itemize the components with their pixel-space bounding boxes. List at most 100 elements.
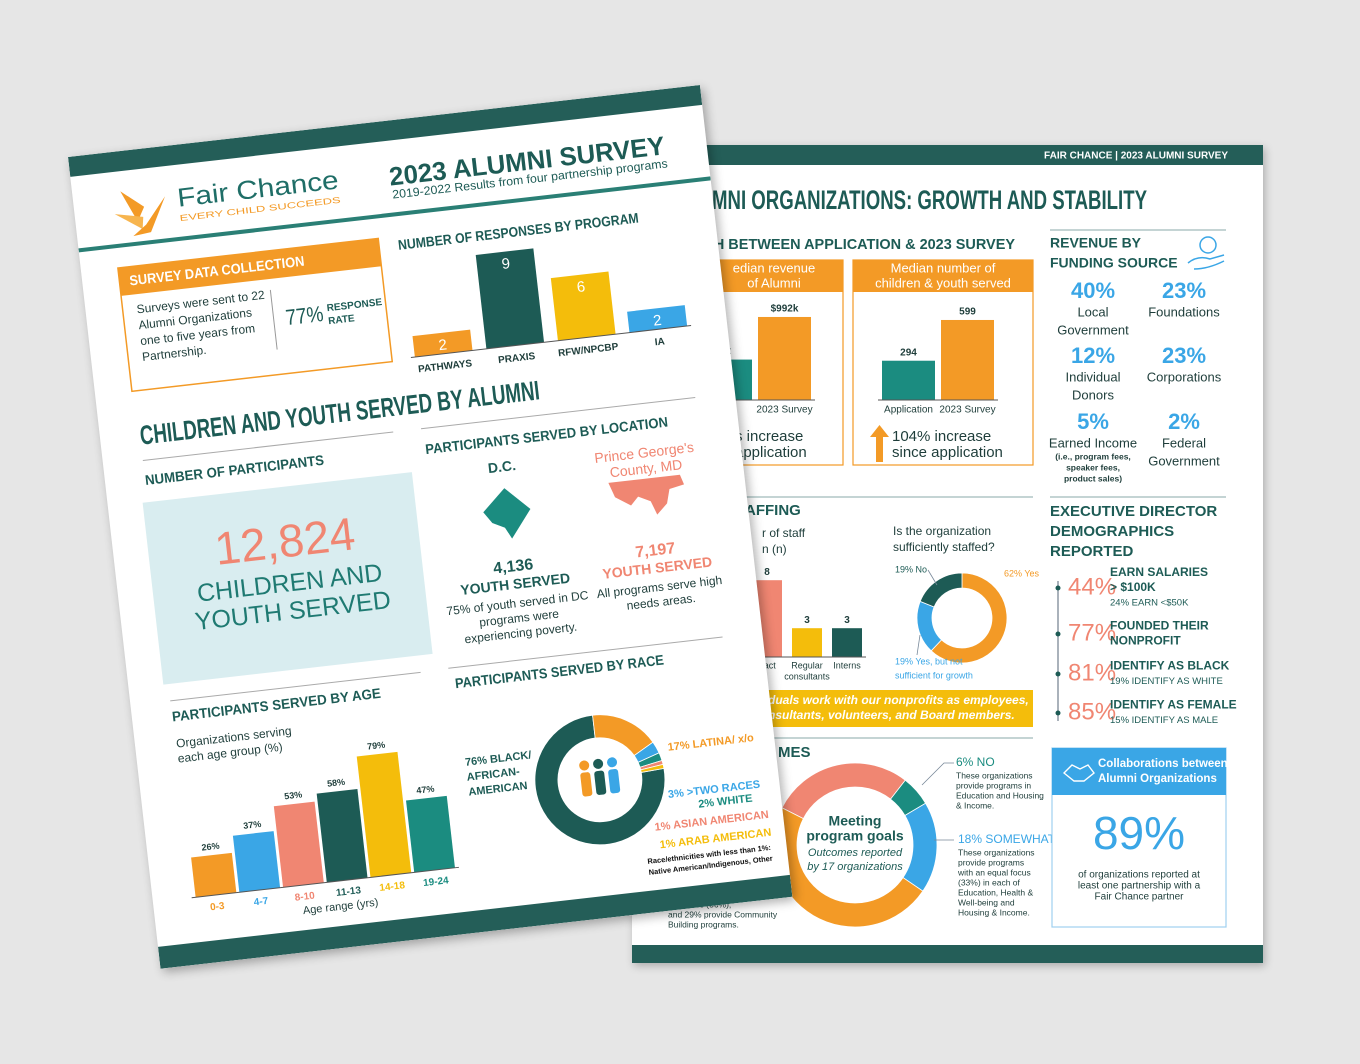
category-label: consultants xyxy=(784,671,830,681)
bar xyxy=(627,305,688,333)
bar xyxy=(356,751,412,878)
box-title: Median number of xyxy=(891,260,996,275)
category-label: IA xyxy=(654,336,665,348)
question: sufficiently staffed? xyxy=(893,540,995,554)
bar-value-label: 58% xyxy=(327,777,346,789)
bar-value-label: 294 xyxy=(900,347,917,358)
box-note: application xyxy=(735,444,807,461)
up-arrow xyxy=(870,425,889,462)
bar xyxy=(550,271,616,341)
donut-center-note: by 17 organizations xyxy=(807,861,903,873)
annotation-text: Well-being and xyxy=(958,897,1015,907)
money-icon xyxy=(1199,236,1217,254)
bar-value-label: 6 xyxy=(576,278,586,296)
chart-title: PARTICIPANTS SERVED BY RACE xyxy=(454,652,664,692)
header-line xyxy=(78,176,711,253)
donut-center: program goals xyxy=(806,828,903,844)
category-label: PRAXIS xyxy=(498,351,537,366)
bar-value-label: 79% xyxy=(367,740,386,752)
item-label: Federal xyxy=(1162,435,1206,450)
timeline-dot xyxy=(1055,631,1061,637)
timeline-dot xyxy=(1055,585,1061,591)
percent: 12% xyxy=(1071,343,1115,368)
annotation-text: (33%) in each of xyxy=(958,877,1021,887)
item-label: EARN SALARIES xyxy=(1110,565,1208,579)
box-note: since application xyxy=(892,444,1003,461)
bar xyxy=(316,788,368,883)
item-label: IDENTIFY AS BLACK xyxy=(1110,659,1230,673)
hand-icon xyxy=(1187,254,1225,270)
category-label: PATHWAYS xyxy=(418,358,473,375)
logo-leaf xyxy=(120,191,145,222)
person-body xyxy=(580,772,593,797)
banner-text: duals work with our nonprofits as employ… xyxy=(768,693,1029,707)
item-label: Foundations xyxy=(1148,304,1220,319)
percent: 5% xyxy=(1077,409,1109,434)
logo-leaf xyxy=(114,214,144,230)
item-label: > $100K xyxy=(1110,580,1156,594)
race-label: AFRICAN- xyxy=(466,766,521,784)
subtitle: r of staff xyxy=(762,526,806,540)
annotation-text: Housing & Income. xyxy=(958,907,1030,917)
category-label: 0-3 xyxy=(210,901,226,914)
bar xyxy=(832,628,862,657)
bar-value-label: 47% xyxy=(416,784,435,796)
header-bar xyxy=(632,145,1263,165)
item-note: product sales) xyxy=(1064,473,1122,483)
bar xyxy=(475,248,545,349)
percent: 44% xyxy=(1068,573,1116,600)
donut-center-note: Outcomes reported xyxy=(808,847,903,859)
item-label: Earned Income xyxy=(1049,435,1137,450)
race-label: 17% LATINA/ x/o xyxy=(667,732,755,754)
timeline-dot xyxy=(1055,710,1061,716)
donut-segment xyxy=(781,762,906,820)
footer-bar xyxy=(632,945,1263,963)
footnote: and 29% provide Community xyxy=(668,909,778,919)
section-heading: FUNDING SOURCE xyxy=(1050,255,1178,271)
baseline xyxy=(191,866,459,899)
percent: 85% xyxy=(1068,698,1116,725)
donut-segment xyxy=(640,763,665,773)
category-label: 2023 Survey xyxy=(939,405,995,416)
bar-value-label: 37% xyxy=(243,819,262,831)
page-title: MNI ORGANIZATIONS: GROWTH AND STABILITY xyxy=(712,185,1147,215)
donut-center: Meeting xyxy=(829,813,882,829)
footnote: Building programs. xyxy=(668,919,739,929)
person-head xyxy=(607,757,618,768)
dc-map xyxy=(482,487,532,540)
bar-value-label: 9 xyxy=(501,255,511,273)
divider xyxy=(170,671,421,702)
box-header xyxy=(705,260,843,292)
category-label: tract xyxy=(758,660,776,670)
race-label: AMERICAN xyxy=(468,780,528,799)
rate: 77% xyxy=(284,301,325,330)
leader-line xyxy=(916,569,938,656)
section-heading: DEMOGRAPHICS xyxy=(1050,523,1174,540)
item-note: 24% EARN <$50K xyxy=(1110,598,1189,609)
annotation-text: provide programs in xyxy=(956,780,1031,790)
annotation-text: with an equal focus xyxy=(957,867,1031,877)
donut-segment xyxy=(919,572,963,608)
bar xyxy=(792,628,822,657)
category-label: Application xyxy=(884,405,933,416)
back-page: FAIR CHANCE | 2023 ALUMNI SURVEY MNI ORGA… xyxy=(632,145,1263,963)
chart-title: PARTICIPANTS SERVED BY AGE xyxy=(171,685,381,725)
category-label: RFW/NPCBP xyxy=(558,342,620,360)
annotation-text: These organizations xyxy=(958,847,1035,857)
highlight-box xyxy=(142,472,433,685)
donut-label: sufficient for growth xyxy=(895,670,973,680)
donut-segment xyxy=(534,714,666,846)
person-body xyxy=(608,769,621,794)
footer-bar xyxy=(157,874,793,969)
item-label: Government xyxy=(1148,453,1220,468)
section-heading: MES xyxy=(778,744,811,761)
bar xyxy=(406,795,455,873)
percent: 23% xyxy=(1162,278,1206,303)
donut-segment xyxy=(930,572,1008,664)
box-text: of organizations reported at xyxy=(1078,870,1200,881)
item-label: Government xyxy=(1057,322,1129,337)
divider xyxy=(420,397,696,430)
bar xyxy=(882,360,935,400)
percent: 23% xyxy=(1162,343,1206,368)
big-percent: 89% xyxy=(1093,807,1185,859)
